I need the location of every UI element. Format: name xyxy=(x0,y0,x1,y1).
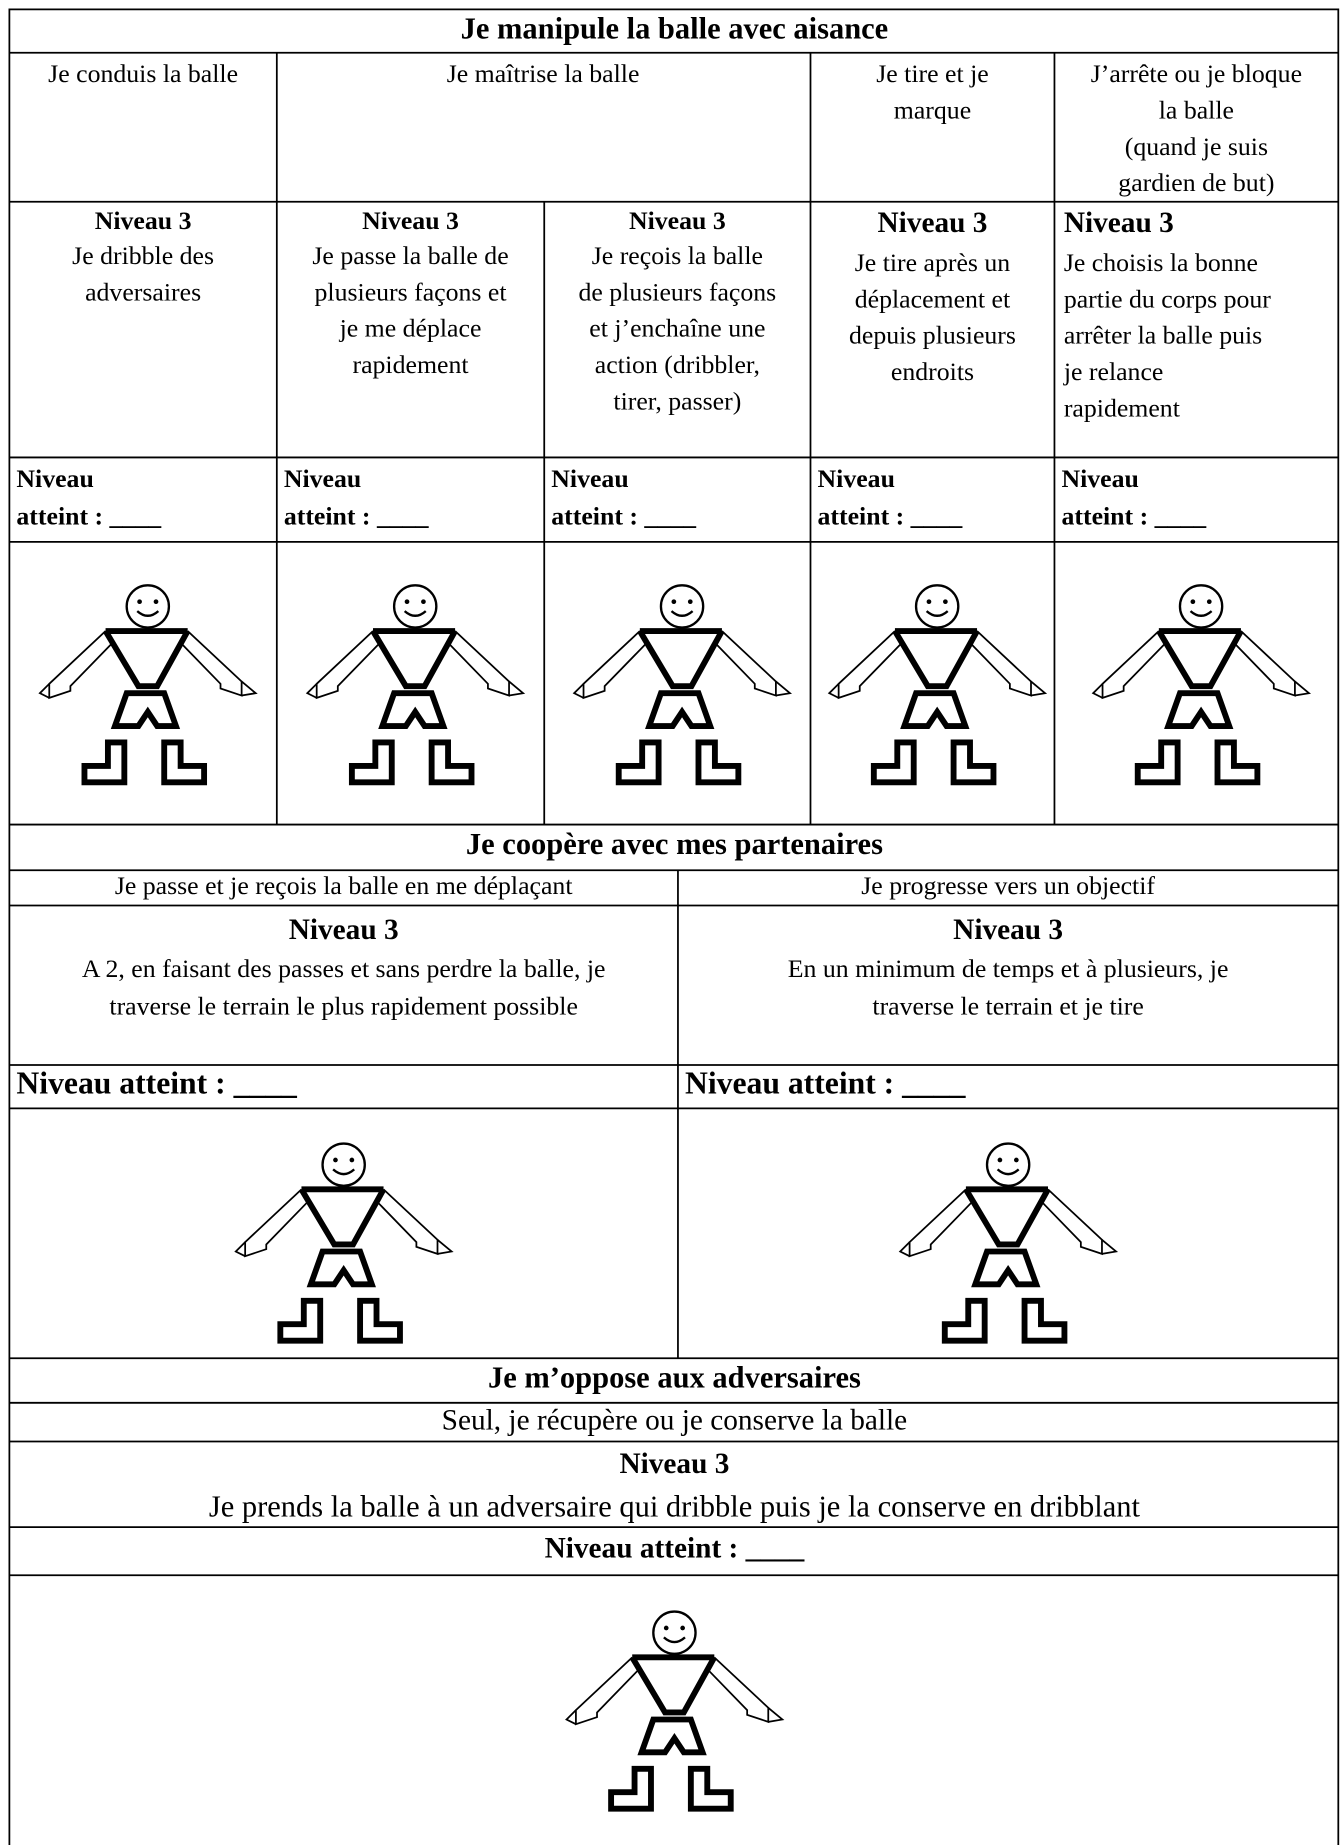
level-title: Niveau 3 xyxy=(289,914,399,946)
skill: marque xyxy=(894,96,971,125)
level-reached: atteint : ____ xyxy=(16,501,162,530)
level-text: A 2, en faisant des passes et sans perdr… xyxy=(82,954,606,983)
level-text: rapidement xyxy=(353,350,470,379)
stick-figure xyxy=(900,1144,1116,1341)
level-title: Niveau 3 xyxy=(629,206,726,235)
skill: Je conduis la balle xyxy=(48,59,238,88)
level-text: Je dribble des xyxy=(72,241,214,270)
level-text: de plusieurs façons xyxy=(578,277,776,306)
level-text: Je choisis la bonne xyxy=(1064,248,1258,277)
level-reached: atteint : ____ xyxy=(551,501,697,530)
level-title: Niveau 3 xyxy=(362,206,459,235)
level-text: adversaires xyxy=(85,277,201,306)
stick-figure xyxy=(40,585,256,782)
level-text: déplacement et xyxy=(855,284,1011,313)
skill: gardien de but) xyxy=(1118,168,1274,197)
level-text: tirer, passer) xyxy=(613,386,741,415)
skill: Je passe et je reçois la balle en me dép… xyxy=(115,871,574,900)
stick-figure xyxy=(574,585,790,782)
level-text: plusieurs façons et xyxy=(315,277,508,306)
level-text: partie du corps pour xyxy=(1064,284,1271,313)
level-text: Je tire après un xyxy=(855,248,1011,277)
stick-figure xyxy=(1093,585,1309,782)
stick-figure xyxy=(236,1144,452,1341)
section-title: Je m’oppose aux adversaires xyxy=(488,1361,861,1395)
level-reached: Niveau xyxy=(16,464,93,493)
section-title: Je coopère avec mes partenaires xyxy=(466,827,883,861)
stick-figure xyxy=(307,585,523,782)
level-text: Je prends la balle à un adversaire qui d… xyxy=(209,1490,1141,1524)
skill: Je maîtrise la balle xyxy=(447,59,640,88)
level-text: endroits xyxy=(891,357,974,386)
level-reached: Niveau atteint : ____ xyxy=(545,1532,805,1564)
level-title: Niveau 3 xyxy=(95,206,192,235)
skill: Je progresse vers un objectif xyxy=(861,871,1155,900)
stick-figure xyxy=(829,585,1045,782)
level-title: Niveau 3 xyxy=(878,207,988,239)
level-reached: Niveau xyxy=(284,464,361,493)
level-text: action (dribbler, xyxy=(595,350,760,379)
level-title: Niveau 3 xyxy=(619,1448,729,1480)
level-reached: atteint : ____ xyxy=(284,501,430,530)
level-text: Je reçois la balle xyxy=(592,241,763,270)
stick-figure xyxy=(567,1612,783,1809)
skill: Seul, je récupère ou je conserve la ball… xyxy=(442,1404,908,1436)
level-text: je relance xyxy=(1063,357,1164,386)
level-reached: atteint : ____ xyxy=(818,501,964,530)
level-text: Je passe la balle de xyxy=(312,241,508,270)
level-text: rapidement xyxy=(1064,393,1181,422)
level-title: Niveau 3 xyxy=(1064,207,1174,239)
level-text: et j’enchaîne une xyxy=(589,314,765,343)
level-text: traverse le terrain et je tire xyxy=(872,992,1143,1021)
level-text: je me déplace xyxy=(339,314,482,343)
level-reached: Niveau xyxy=(818,464,895,493)
level-text: traverse le terrain le plus rapidement p… xyxy=(109,992,577,1021)
skill: J’arrête ou je bloque xyxy=(1091,59,1302,88)
level-reached: Niveau atteint : ____ xyxy=(685,1065,967,1100)
level-reached: Niveau xyxy=(551,464,628,493)
level-reached: Niveau atteint : ____ xyxy=(16,1065,298,1100)
level-text: depuis plusieurs xyxy=(849,321,1016,350)
level-reached: atteint : ____ xyxy=(1061,501,1207,530)
table-border xyxy=(8,8,1340,1845)
level-text: En un minimum de temps et à plusieurs, j… xyxy=(788,954,1229,983)
level-title: Niveau 3 xyxy=(953,914,1063,946)
skill: (quand je suis xyxy=(1125,132,1268,161)
section-title: Je manipule la balle avec aisance xyxy=(461,12,889,46)
skill: la balle xyxy=(1159,96,1234,125)
level-text: arrêter la balle puis xyxy=(1064,321,1262,350)
level-reached: Niveau xyxy=(1061,464,1138,493)
skill: Je tire et je xyxy=(876,59,988,88)
